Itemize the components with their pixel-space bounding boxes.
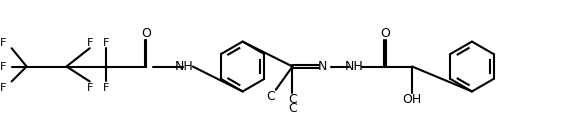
Text: O: O	[381, 27, 390, 40]
Text: N: N	[318, 60, 327, 73]
Text: F: F	[86, 38, 93, 48]
Text: NH: NH	[175, 60, 194, 73]
Text: F: F	[86, 83, 93, 93]
Text: C: C	[288, 93, 297, 106]
Text: OH: OH	[402, 93, 421, 106]
Text: F: F	[103, 83, 110, 93]
Text: C: C	[267, 90, 275, 103]
Text: O: O	[141, 27, 151, 40]
Text: F: F	[0, 61, 7, 72]
Text: C: C	[288, 101, 297, 115]
Text: NH: NH	[345, 60, 363, 73]
Text: F: F	[0, 83, 7, 93]
Text: F: F	[103, 38, 110, 48]
Text: F: F	[0, 38, 7, 48]
